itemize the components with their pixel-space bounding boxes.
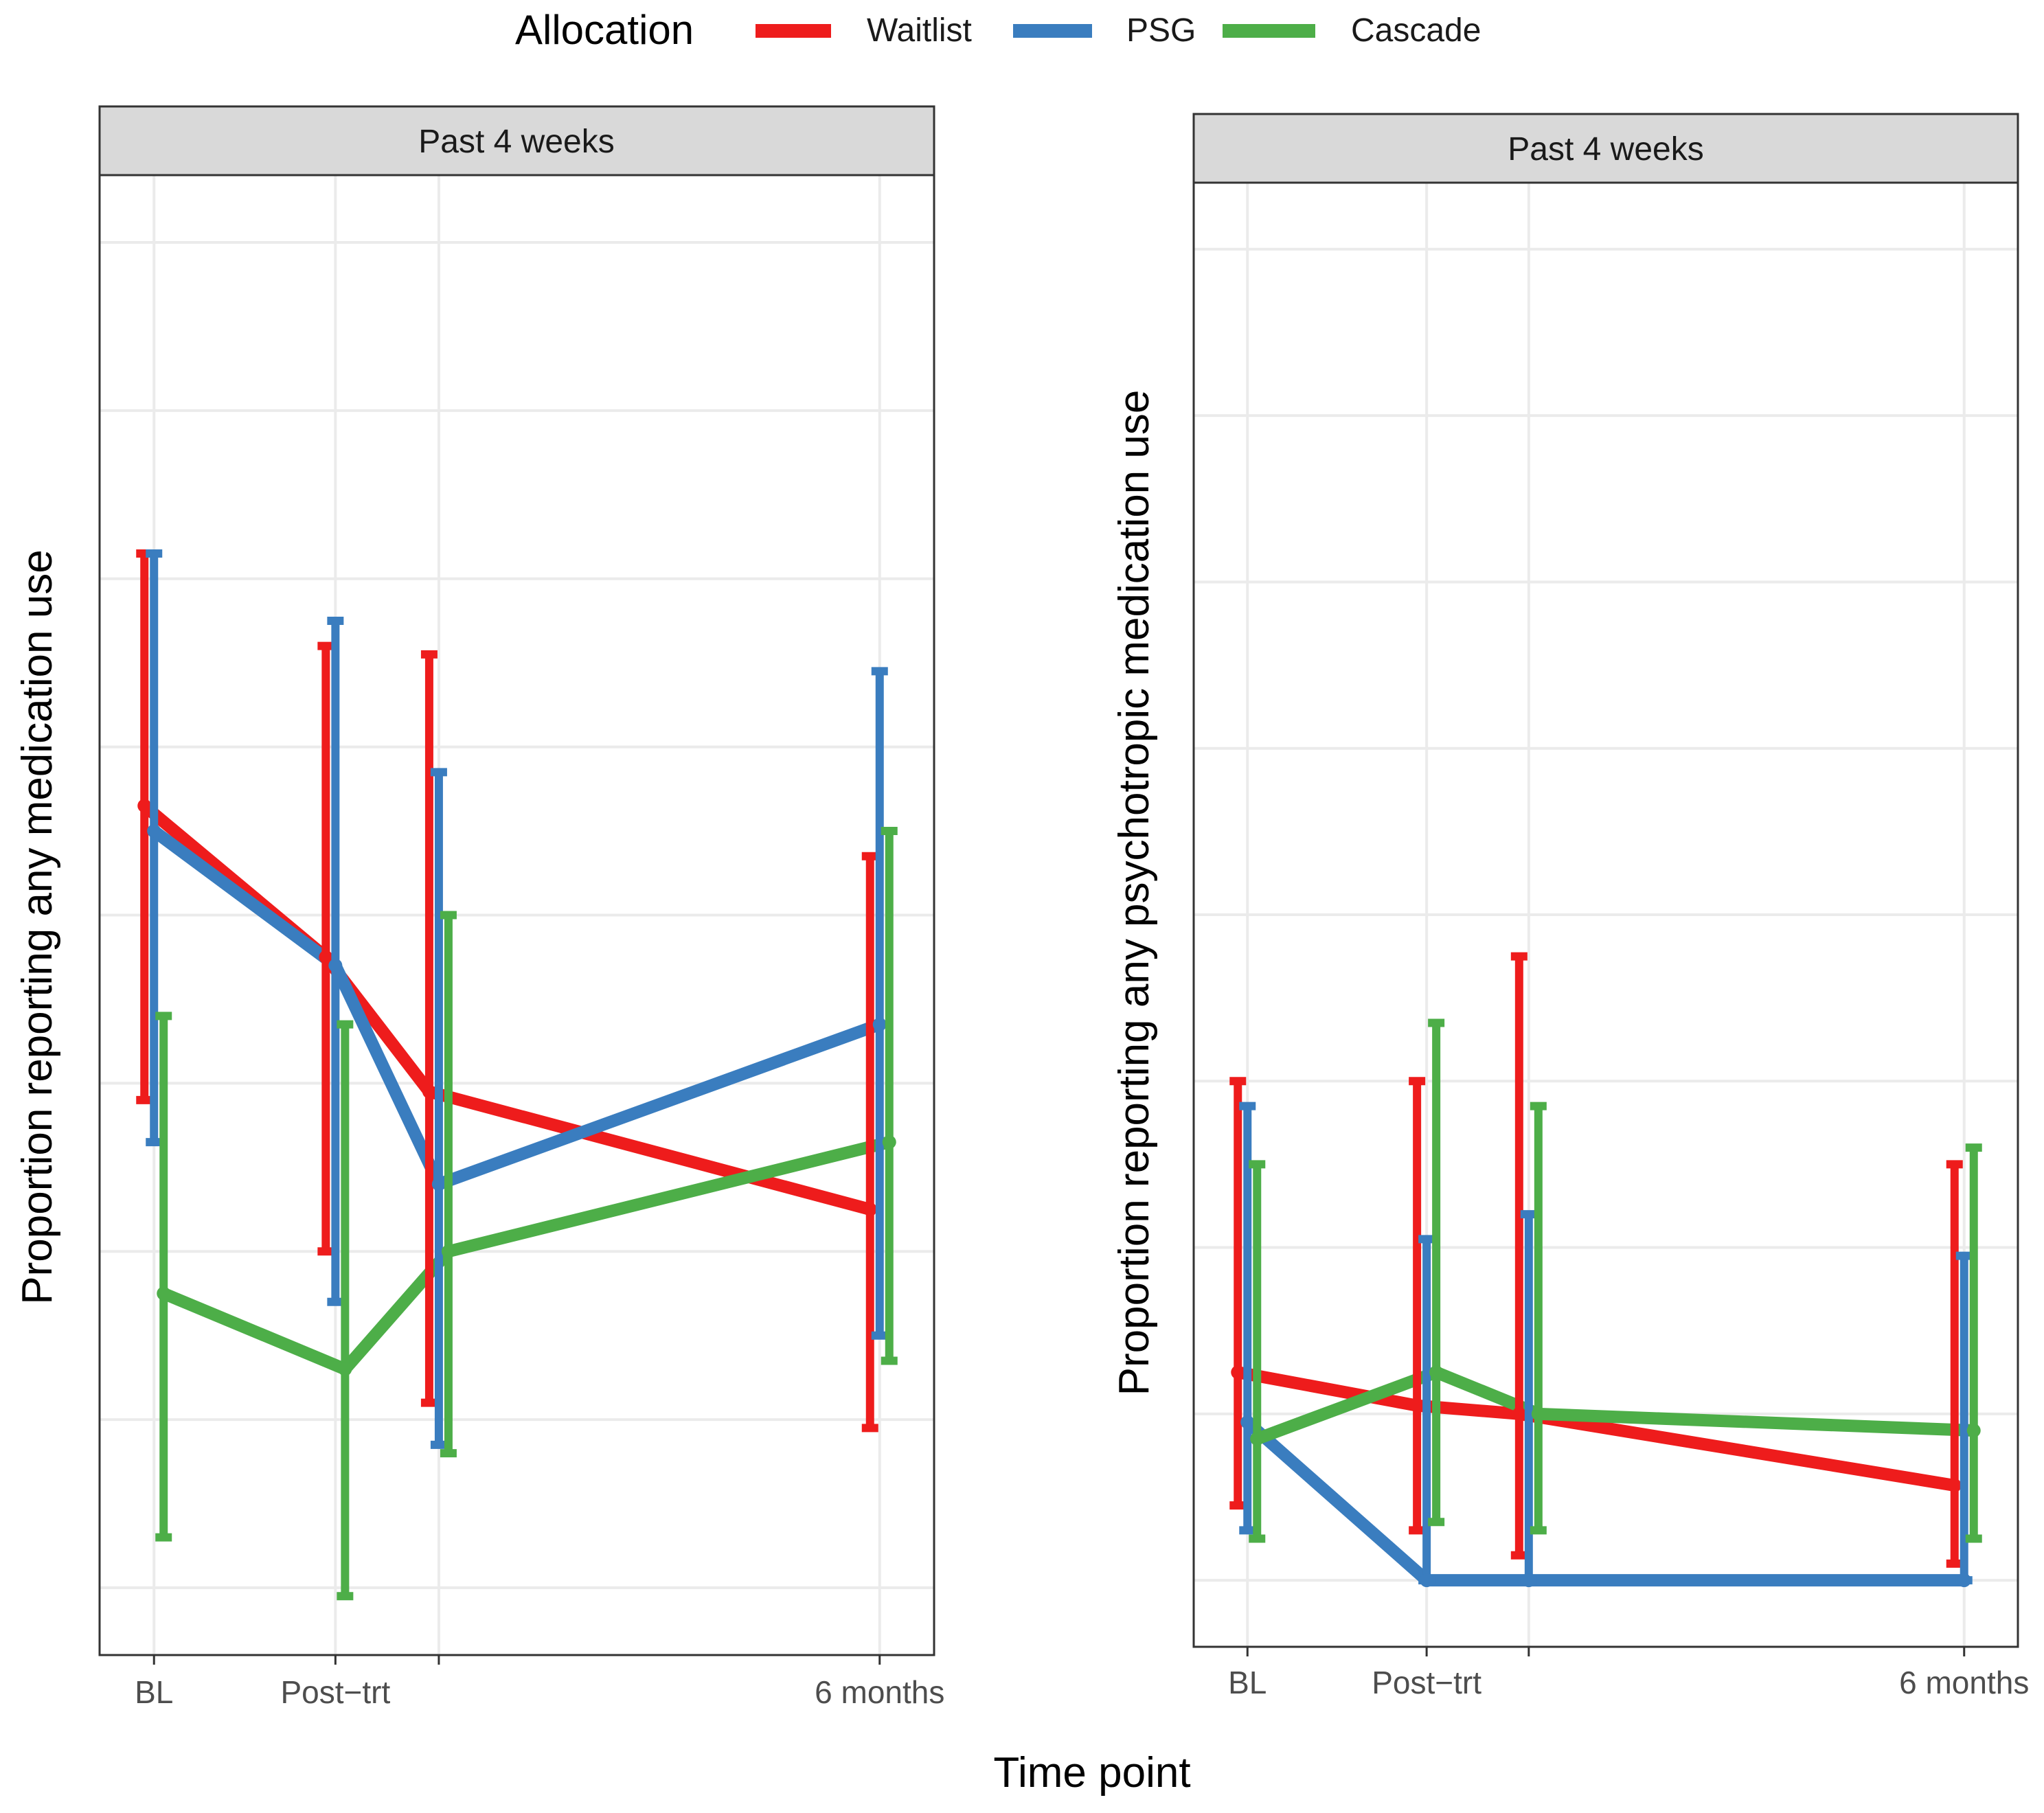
panel-left-strip — [98, 105, 935, 176]
panel-right-marks — [1229, 952, 1982, 1588]
series-line-waitlist — [1236, 1366, 1956, 1492]
series-line-cascade — [161, 1136, 891, 1377]
panel-left-gridlines — [100, 175, 934, 1655]
panel-left-y-label: Proportion reporting any medication use — [14, 549, 61, 1304]
panel-right-x-ticks: BL Post−trt 6 months — [1228, 1647, 2029, 1700]
legend-label-cascade: Cascade — [1351, 12, 1481, 49]
series-line-waitlist — [140, 801, 872, 1216]
data-point-cascade — [1531, 1406, 1545, 1421]
legend-item-psg: PSG — [1013, 12, 1196, 49]
data-point-waitlist — [137, 799, 152, 813]
legend: Allocation Waitlist PSG Cascade — [515, 7, 1481, 53]
series-line-psg — [1243, 1417, 1964, 1587]
series-line-psg — [150, 825, 882, 1192]
data-point-cascade — [1966, 1424, 1981, 1438]
panel-right-y-label: Proportion reporting any psychotropic me… — [1111, 390, 1158, 1396]
panel-left-marks — [136, 549, 898, 1601]
data-point-waitlist — [1947, 1478, 1962, 1492]
legend-item-cascade: Cascade — [1223, 12, 1481, 49]
data-point-waitlist — [863, 1202, 877, 1217]
data-point-waitlist — [1231, 1365, 1245, 1380]
x-tick-label: 6 months — [1899, 1665, 2029, 1700]
x-tick-label: 6 months — [815, 1674, 944, 1710]
panel-left-strip-title: Past 4 weeks — [418, 124, 614, 160]
panel-left-x-ticks: BL Post−trt 6 months — [135, 1655, 944, 1710]
data-point-cascade — [882, 1135, 896, 1150]
panel-right-strip — [1192, 113, 2019, 184]
panel-left-border — [98, 174, 935, 1656]
data-point-waitlist — [319, 950, 333, 964]
data-point-psg — [1240, 1415, 1255, 1429]
data-point-psg — [147, 824, 161, 839]
data-point-cascade — [441, 1244, 455, 1259]
panel-right-strip-title: Past 4 weeks — [1508, 131, 1703, 168]
x-tick-label: Post−trt — [280, 1674, 390, 1710]
data-point-waitlist — [1512, 1406, 1526, 1421]
legend-item-waitlist: Waitlist — [756, 12, 972, 49]
x-tick-label: BL — [135, 1674, 173, 1710]
series-line-cascade — [1255, 1365, 1975, 1445]
data-point-psg — [1957, 1573, 1971, 1588]
data-point-waitlist — [1410, 1398, 1424, 1413]
data-point-cascade — [157, 1286, 171, 1301]
data-point-cascade — [338, 1362, 352, 1376]
x-tick-label: BL — [1228, 1665, 1267, 1700]
data-point-cascade — [1429, 1365, 1444, 1380]
data-point-psg — [1420, 1573, 1434, 1588]
legend-label-psg: PSG — [1126, 12, 1196, 49]
panel-right: Past 4 weeks BL Post−trt 6 months Proporti… — [1111, 113, 2029, 1700]
x-tick-label: Post−trt — [1372, 1665, 1481, 1700]
legend-label-waitlist: Waitlist — [867, 12, 972, 49]
data-point-cascade — [1250, 1432, 1264, 1446]
x-axis-title: Time point — [993, 1749, 1190, 1797]
panel-left: Past 4 weeks BL Post−trt 6 months Proporti… — [14, 105, 944, 1710]
data-point-psg — [1521, 1573, 1536, 1588]
data-point-waitlist — [422, 1084, 436, 1099]
data-point-psg — [328, 958, 343, 972]
data-point-psg — [872, 1017, 887, 1031]
data-point-psg — [431, 1177, 446, 1191]
legend-title: Allocation — [515, 7, 694, 53]
panel-right-border — [1192, 181, 2019, 1648]
